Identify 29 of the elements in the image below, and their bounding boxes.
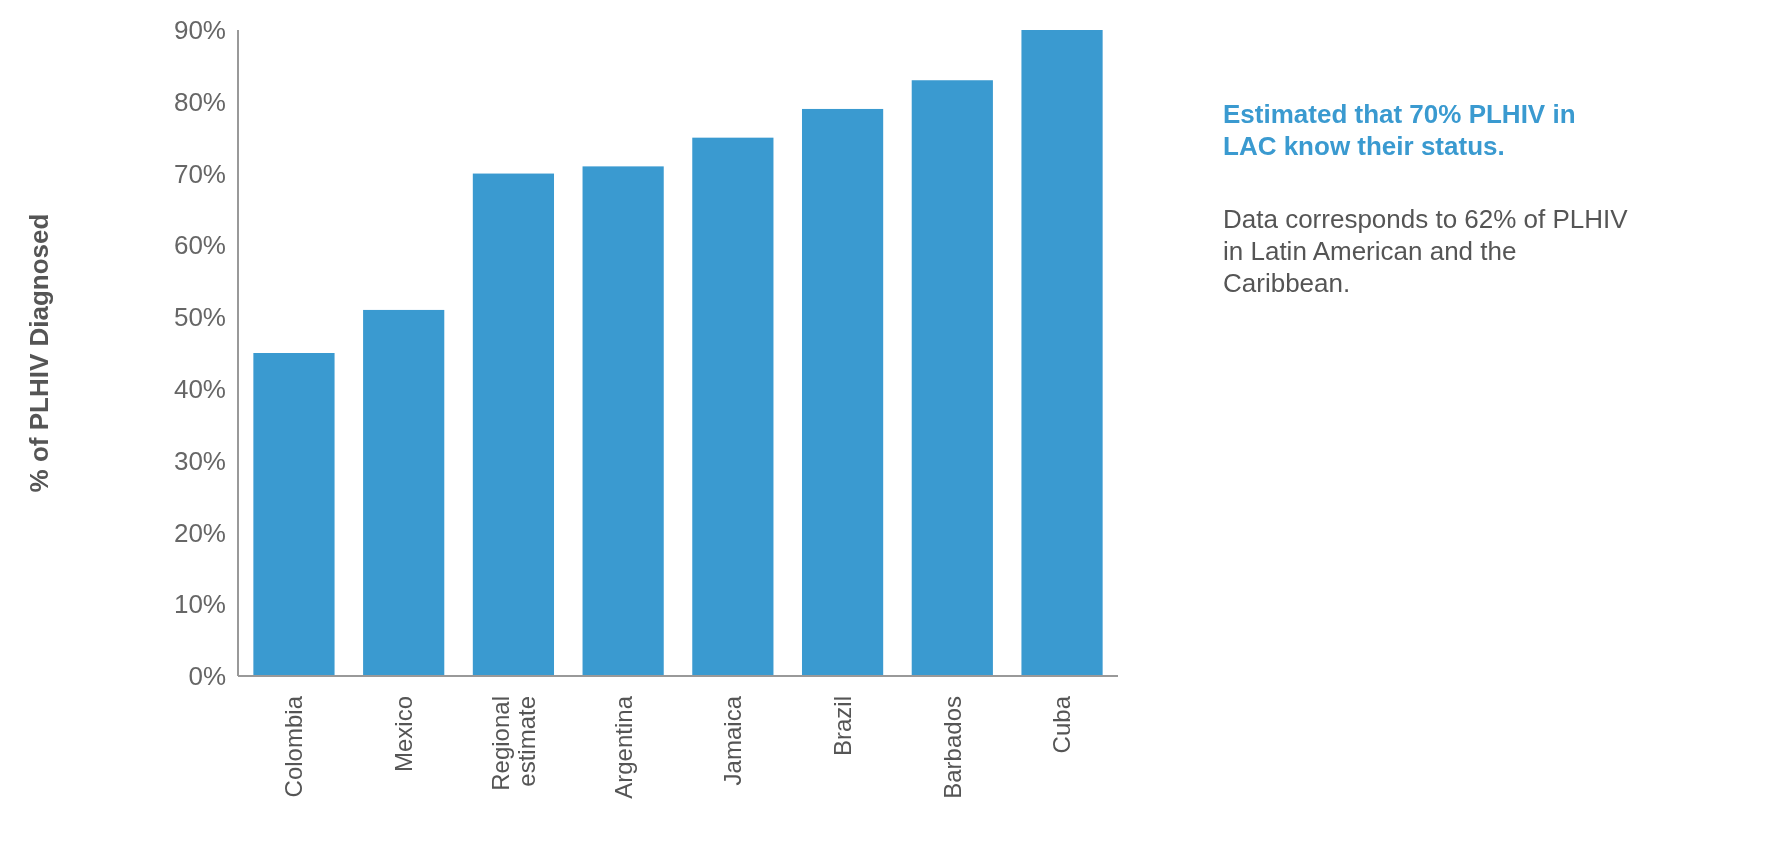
y-tick-label: 0% — [188, 661, 226, 692]
bar — [363, 309, 445, 676]
bar — [801, 108, 884, 676]
y-axis-title: % of PLHIV Diagnosed — [24, 213, 54, 493]
bar — [911, 80, 993, 676]
x-tick-label: Jamaica — [719, 695, 747, 786]
y-tick-label: 60% — [173, 230, 226, 261]
y-tick-label: 20% — [173, 517, 226, 548]
x-tick-label: Cuba — [1048, 695, 1076, 754]
x-tick-label: Regional estimate — [486, 696, 540, 791]
y-tick-label: 90% — [173, 15, 226, 46]
bar — [582, 166, 664, 676]
y-tick-label: 10% — [173, 589, 226, 620]
bar — [1021, 30, 1103, 676]
x-tick-label: Brazil — [828, 696, 856, 757]
text: Data corresponds to 62% of PLHIV in Latin American and the Caribbean. — [1223, 204, 1629, 298]
y-tick-label: 40% — [173, 373, 226, 404]
bar — [253, 353, 335, 676]
y-tick-label: 50% — [173, 302, 226, 333]
bar — [472, 173, 555, 676]
y-tick-label: 70% — [173, 158, 226, 189]
x-tick-label: Mexico — [390, 696, 418, 773]
x-tick-label: Argentina — [609, 695, 637, 799]
x-tick-label: Colombia — [280, 695, 308, 798]
text: Estimated that 70% PLHIV in LAC know their status. — [1223, 99, 1576, 161]
x-tick-label: Barbados — [938, 696, 966, 799]
y-tick-label: 30% — [173, 445, 226, 476]
y-tick-label: 80% — [173, 86, 226, 117]
bar — [692, 137, 774, 676]
